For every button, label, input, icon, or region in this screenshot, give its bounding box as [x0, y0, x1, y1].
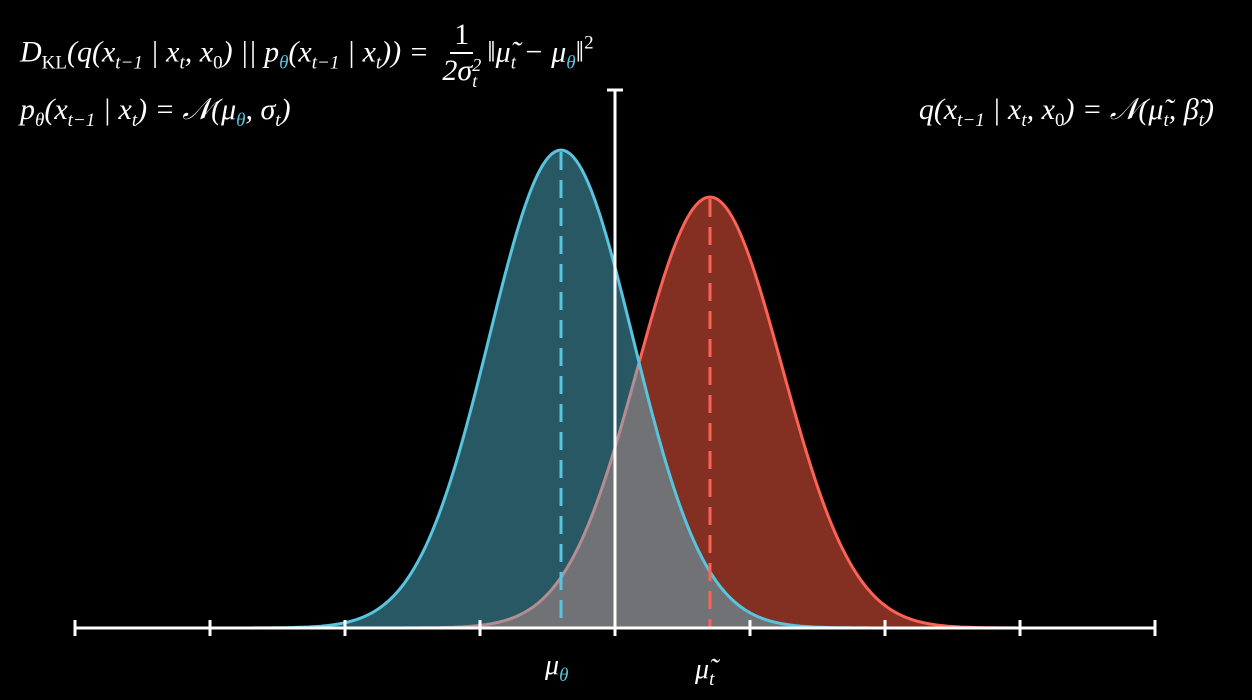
p-formula: pθ(xt−1 | xt) = 𝒩(μθ, σt)	[20, 93, 291, 131]
kl-formula: DKL(q(xt−1 | xt, x0) || pθ(xt−1 | xt)) =…	[20, 18, 594, 92]
q-formula: q(xt−1 | xt, x0) = 𝒩(μ̃t, β̃t)	[918, 93, 1214, 131]
number-line	[73, 88, 1157, 636]
mu-tilde-label: μ̃t	[695, 654, 715, 690]
mu-theta-label: μθ	[545, 650, 569, 686]
